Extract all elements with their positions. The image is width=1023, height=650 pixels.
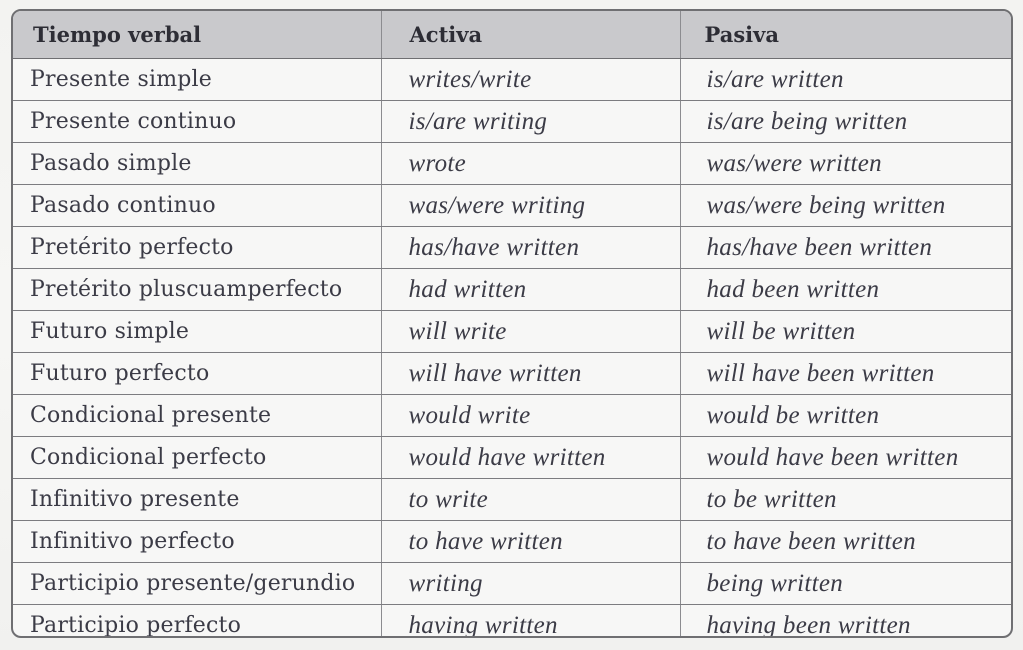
active-cell: had written (381, 268, 681, 311)
table-row: Participio perfecto having written having … (13, 604, 1011, 638)
active-cell: will have written (381, 352, 681, 395)
passive-cell: would have been written (680, 436, 1011, 479)
table-row: Pretérito perfecto has/have written has/ha… (13, 226, 1011, 269)
tense-cell: Pretérito pluscuamperfecto (13, 268, 382, 311)
table-row: Futuro perfecto will have written will hav… (13, 352, 1011, 395)
tense-cell: Futuro simple (13, 310, 382, 353)
tense-cell: Futuro perfecto (13, 352, 382, 395)
passive-cell: being written (680, 562, 1011, 605)
active-cell: to have written (381, 520, 681, 563)
tense-cell: Pasado simple (13, 142, 382, 185)
table-row: Condicional perfecto would have written wo… (13, 436, 1011, 479)
table-row: Participio presente/gerundio writing being… (13, 562, 1011, 605)
passive-cell: would be written (680, 394, 1011, 437)
table-row: Pasado continuo was/were writing was/were … (13, 184, 1011, 227)
verb-tense-table-frame: Tiempo verbal Activa Pasiva Presente sim… (11, 9, 1013, 638)
active-cell: to write (381, 478, 681, 521)
verb-tense-table: Tiempo verbal Activa Pasiva Presente sim… (13, 11, 1011, 638)
active-cell: has/have written (381, 226, 681, 269)
active-cell: would have written (381, 436, 681, 479)
passive-cell: will have been written (680, 352, 1011, 395)
tense-cell: Infinitivo presente (13, 478, 382, 521)
tense-cell: Participio perfecto (13, 604, 382, 636)
table-row: Futuro simple will write will be written (13, 310, 1011, 353)
header-passive: Pasiva (680, 11, 1011, 59)
active-cell: writes/write (381, 58, 681, 101)
tense-cell: Condicional perfecto (13, 436, 382, 479)
header-tense: Tiempo verbal (13, 11, 382, 59)
active-cell: wrote (381, 142, 681, 185)
table-row: Infinitivo presente to write to be written (13, 478, 1011, 521)
passive-cell: has/have been written (680, 226, 1011, 269)
table-body: Presente simple writes/write is/are writte… (13, 58, 1011, 638)
active-cell: writing (381, 562, 681, 605)
passive-cell: was/were written (680, 142, 1011, 185)
table-row: Pretérito pluscuamperfecto had written had… (13, 268, 1011, 311)
table-row: Condicional presente would write would be … (13, 394, 1011, 437)
active-cell: would write (381, 394, 681, 437)
passive-cell: to have been written (680, 520, 1011, 563)
table-row: Pasado simple wrote was/were written (13, 142, 1011, 185)
active-cell: was/were writing (381, 184, 681, 227)
active-cell: having written (381, 604, 681, 636)
table-header: Tiempo verbal Activa Pasiva (13, 11, 1011, 59)
table-row: Infinitivo perfecto to have written to hav… (13, 520, 1011, 563)
passive-cell: having been written (706, 611, 911, 638)
tense-cell: Presente simple (13, 58, 382, 101)
active-cell: is/are writing (381, 100, 681, 143)
tense-cell: Infinitivo perfecto (13, 520, 382, 563)
tense-cell: Condicional presente (13, 394, 382, 437)
active-cell: will write (381, 310, 681, 353)
header-active: Activa (381, 11, 681, 59)
tense-cell: Participio presente/gerundio (13, 562, 382, 605)
passive-cell: is/are being written (680, 100, 1011, 143)
tense-cell: Pretérito perfecto (13, 226, 382, 269)
passive-cell: had been written (680, 268, 1011, 311)
tense-cell: Presente continuo (13, 100, 382, 143)
table-row: Presente continuo is/are writing is/are be… (13, 100, 1011, 143)
passive-cell: will be written (680, 310, 1011, 353)
passive-cell: to be written (680, 478, 1011, 521)
header-row: Tiempo verbal Activa Pasiva (13, 11, 1011, 59)
table-row: Presente simple writes/write is/are writte… (13, 58, 1011, 101)
passive-cell: is/are written (680, 58, 1011, 101)
tense-cell: Pasado continuo (13, 184, 382, 227)
passive-cell: was/were being written (680, 184, 1011, 227)
